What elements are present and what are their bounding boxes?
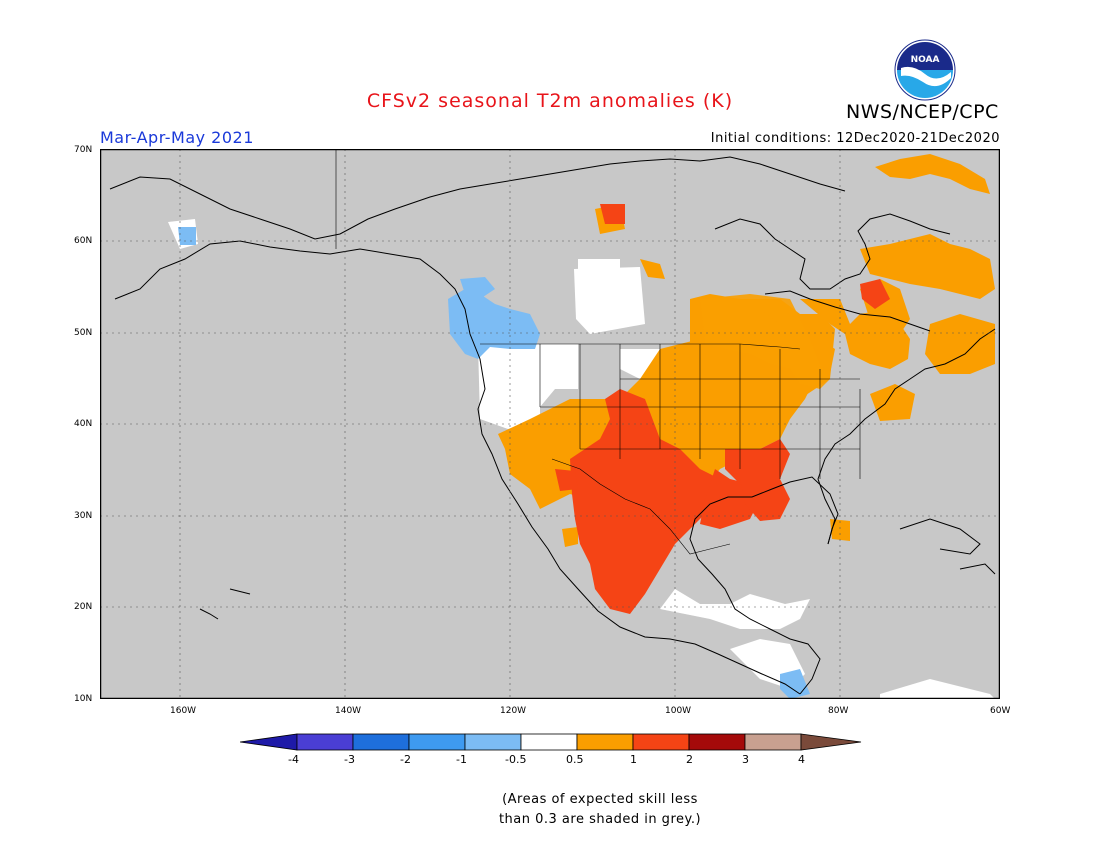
colorbar-label: 0.5 [566,753,584,766]
colorbar-label: 2 [686,753,693,766]
coastlines [109,156,996,695]
colorbar-bin [520,733,578,751]
map-title: CFSv2 seasonal T2m anomalies (K) [366,90,734,112]
colorbar-label: -0.5 [505,753,527,766]
skill-note-line1: (Areas of expected skill less [502,792,698,807]
lat-label-50n: 50N [74,328,93,338]
colorbar-bin [296,733,354,751]
org-label: NWS/NCEP/CPC [846,101,999,123]
colorbar-bin [352,733,410,751]
borders [335,149,861,555]
lon-label-120w: 120W [500,706,527,716]
colorbar-bin [632,733,690,751]
skill-note: (Areas of expected skill less than 0.3 a… [0,790,1100,830]
map-frame [100,149,1000,699]
lon-label-80w: 80W [828,706,849,716]
colorbar-label: -3 [344,753,355,766]
lon-label-100w: 100W [665,706,692,716]
colorbar-label: 4 [798,753,805,766]
anomaly-map [100,149,1000,699]
colorbar-bin [576,733,634,751]
colorbar [240,733,862,751]
season-label: Mar-Apr-May 2021 [100,128,254,147]
graticule [100,149,1000,699]
lon-label-140w: 140W [335,706,362,716]
colorbar-label: -4 [288,753,299,766]
lat-label-70n: 70N [74,145,93,155]
colorbar-bin [744,733,802,751]
initial-conditions-label: Initial conditions: 12Dec2020-21Dec2020 [710,131,1000,146]
colorbar-label: -2 [400,753,411,766]
noaa-logo: NOAA [894,39,956,101]
lat-label-10n: 10N [74,694,93,704]
lat-label-20n: 20N [74,602,93,612]
lat-label-60n: 60N [74,236,93,246]
colorbar-bin [464,733,522,751]
lon-label-60w: 60W [990,706,1011,716]
colorbar-bin [688,733,746,751]
colorbar-arrow-right [800,733,862,751]
skill-note-line2: than 0.3 are shaded in grey.) [498,812,702,827]
colorbar-label: -1 [456,753,467,766]
colorbar-label: 3 [742,753,749,766]
logo-text: NOAA [911,55,940,65]
colorbar-bin [408,733,466,751]
lon-label-160w: 160W [170,706,197,716]
strong-warm-regions [555,204,890,614]
colorbar-arrow-left [240,733,298,751]
lat-label-40n: 40N [74,419,93,429]
lat-label-30n: 30N [74,511,93,521]
colorbar-label: 1 [630,753,637,766]
